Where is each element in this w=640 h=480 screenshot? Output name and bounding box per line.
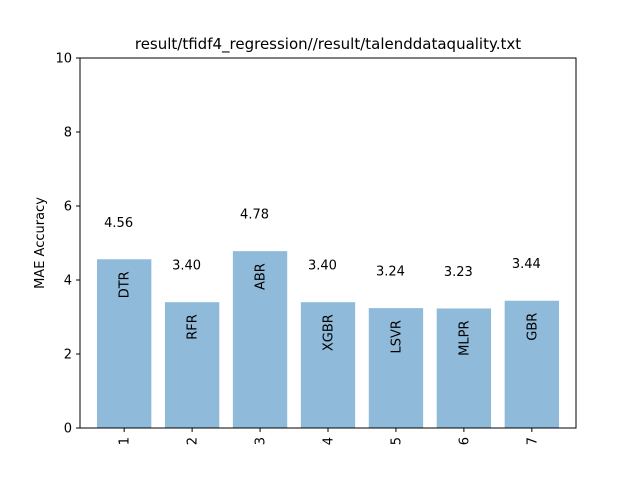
y-tick-label: 10 [55, 52, 72, 67]
bar-6 [436, 308, 492, 428]
bar-4 [300, 302, 356, 428]
bar-label: ABR [254, 263, 269, 290]
y-tick-label: 6 [64, 200, 72, 215]
bar-label: XGBR [322, 314, 337, 351]
y-tick-label: 2 [64, 348, 72, 363]
x-tick-label: 3 [254, 437, 269, 445]
y-tick-label: 0 [64, 422, 72, 437]
value-label: 3.23 [444, 265, 473, 280]
bar-1 [96, 259, 152, 428]
bar-3 [232, 251, 288, 428]
bar-label: DTR [118, 271, 133, 298]
x-tick-label: 2 [186, 437, 201, 445]
x-tick-label: 7 [525, 437, 540, 445]
x-tick-label: 1 [118, 437, 133, 445]
bar-label: GBR [525, 313, 540, 341]
value-label: 3.44 [512, 257, 541, 272]
bar-7 [504, 300, 560, 428]
value-label: 3.40 [172, 259, 201, 274]
bar-label: LSVR [389, 320, 404, 353]
value-label: 4.56 [104, 216, 133, 231]
value-label: 3.40 [308, 259, 337, 274]
y-tick-label: 4 [64, 274, 72, 289]
plot-frame [79, 57, 577, 429]
x-tick-label: 6 [457, 437, 472, 445]
bar-label: RFR [186, 314, 201, 340]
x-tick-label: 5 [389, 437, 404, 445]
y-tick-label: 8 [64, 126, 72, 141]
value-label: 4.78 [240, 208, 269, 223]
y-axis-label: MAE Accuracy [33, 197, 48, 289]
x-tick-label: 4 [322, 437, 337, 445]
bar-5 [368, 308, 424, 428]
chart-title: result/tfidf4_regression//result/talendd… [135, 35, 521, 54]
bar-label: MLPR [457, 320, 472, 355]
value-label: 3.24 [376, 265, 405, 280]
bar-2 [164, 302, 220, 428]
